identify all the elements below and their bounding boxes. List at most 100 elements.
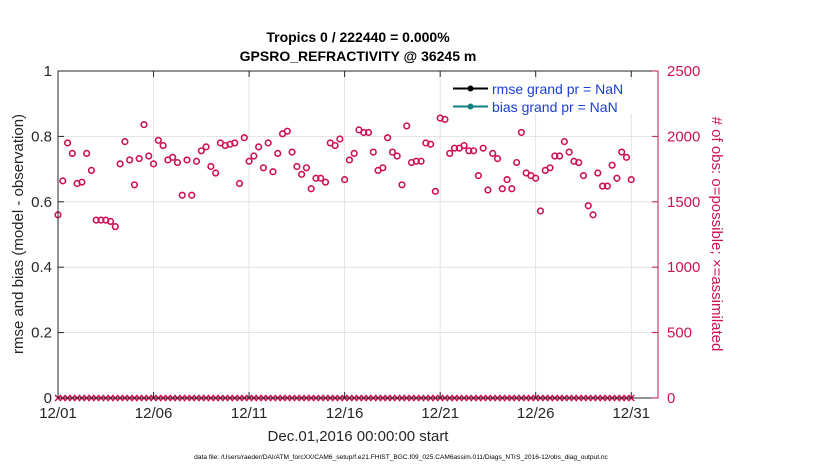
- possible-obs-point: [613, 174, 621, 182]
- possible-obs-point: [140, 121, 148, 129]
- y-tick-label-right: 2000: [667, 128, 700, 145]
- possible-obs-point: [173, 158, 182, 167]
- plot-area: [58, 71, 658, 398]
- possible-obs-point: [398, 181, 406, 189]
- possible-obs-point: [288, 148, 296, 156]
- possible-obs-point: [598, 182, 607, 190]
- x-tick-label: 12/31: [612, 405, 650, 422]
- possible-obs-point: [441, 115, 449, 123]
- data-points: [54, 114, 635, 231]
- possible-obs-point: [240, 134, 248, 142]
- possible-obs-point: [412, 157, 420, 165]
- x-axis-label: Dec.01,2016 00:00:00 start: [268, 428, 450, 445]
- possible-obs-point: [427, 140, 435, 148]
- possible-obs-point: [245, 157, 253, 165]
- possible-obs-point: [369, 148, 377, 156]
- possible-obs-point: [489, 149, 497, 158]
- possible-obs-point: [63, 139, 72, 147]
- legend: rmse grand pr = NaN bias grand pr = NaN: [448, 80, 644, 115]
- axes: 12/01 12/06 12/11 12/16 12/21 12/26 12/31 0 0.2 0…: [31, 63, 700, 422]
- possible-obs-point: [202, 143, 210, 151]
- possible-obs-point: [536, 207, 545, 215]
- possible-obs-point: [92, 216, 100, 224]
- possible-obs-point: [484, 186, 492, 194]
- y-axis-label-left: rmse and bias (model - observation): [10, 114, 27, 354]
- possible-obs-point: [384, 134, 392, 142]
- possible-obs-point: [130, 181, 139, 189]
- possible-obs-point: [154, 136, 162, 144]
- y-tick-label-right: 0: [667, 390, 675, 407]
- possible-obs-point: [465, 147, 473, 155]
- y-tick-label-right: 500: [667, 325, 692, 342]
- possible-obs-point: [259, 164, 268, 172]
- possible-obs-point: [178, 191, 186, 199]
- possible-obs-point: [360, 128, 368, 137]
- possible-obs-point: [149, 160, 158, 168]
- possible-obs-point: [431, 187, 439, 195]
- possible-obs-point: [403, 122, 411, 130]
- possible-obs-point: [317, 174, 325, 182]
- possible-obs-point: [269, 168, 277, 176]
- possible-obs-point: [584, 202, 592, 210]
- possible-obs-point: [388, 148, 396, 156]
- possible-obs-point: [450, 144, 459, 152]
- possible-obs-point: [231, 139, 239, 147]
- possible-obs-point: [517, 128, 525, 137]
- possible-obs-point: [575, 158, 583, 167]
- possible-obs-point: [307, 185, 315, 193]
- possible-obs-point: [551, 152, 559, 160]
- possible-obs-point: [183, 156, 191, 164]
- possible-obs-point: [135, 155, 143, 163]
- possible-obs-point: [618, 148, 626, 156]
- possible-obs-point: [331, 141, 339, 150]
- possible-obs-point: [579, 172, 588, 180]
- possible-obs-point: [59, 177, 67, 185]
- possible-obs-point: [498, 185, 506, 193]
- y-axis-label-right: # of obs: o=possible; ×=assimilated: [708, 117, 725, 352]
- y-tick-label-left: 0.4: [31, 259, 52, 276]
- possible-obs-point: [235, 179, 244, 188]
- possible-obs-point: [364, 128, 373, 137]
- possible-obs-point: [417, 157, 425, 165]
- legend-bias-marker: [467, 103, 474, 110]
- legend-rmse-label: rmse grand pr = NaN: [492, 81, 623, 97]
- possible-obs-point: [274, 149, 282, 158]
- possible-obs-point: [589, 211, 597, 219]
- possible-obs-point: [341, 175, 349, 184]
- x-tick-label: 12/26: [517, 405, 555, 422]
- possible-obs-point: [312, 174, 320, 182]
- possible-obs-point: [627, 175, 635, 184]
- possible-obs-point: [169, 153, 177, 161]
- possible-obs-point: [255, 143, 263, 151]
- y-tick-label-right: 1000: [667, 259, 700, 276]
- y-tick-label-right: 1500: [667, 194, 700, 211]
- possible-obs-point: [345, 156, 354, 164]
- y-tick-label-left: 0.2: [31, 325, 52, 342]
- possible-obs-point: [116, 160, 124, 168]
- possible-obs-point: [250, 152, 258, 160]
- possible-obs-point: [512, 158, 521, 167]
- possible-obs-point: [379, 164, 387, 172]
- y-tick-label-left: 0.6: [31, 194, 52, 211]
- x-tick-label: 12/01: [39, 405, 77, 422]
- possible-obs-point: [78, 178, 86, 186]
- legend-box: [448, 80, 644, 114]
- possible-obs-point: [264, 139, 272, 147]
- possible-obs-point: [111, 223, 119, 231]
- possible-obs-point: [145, 152, 153, 160]
- possible-obs-point: [121, 138, 129, 146]
- possible-obs-point: [546, 164, 554, 172]
- possible-obs-point: [87, 166, 96, 175]
- possible-obs-point: [350, 149, 358, 158]
- chart-subtitle: GPSRO_REFRACTIVITY @ 36245 m: [240, 48, 477, 64]
- possible-obs-point: [68, 149, 76, 158]
- possible-obs-point: [532, 174, 540, 182]
- possible-obs-point: [192, 157, 201, 165]
- possible-obs-point: [298, 170, 306, 178]
- possible-obs-point: [503, 175, 511, 184]
- legend-rmse-marker: [467, 85, 474, 92]
- possible-obs-point: [565, 148, 573, 156]
- possible-obs-point: [197, 147, 205, 155]
- possible-obs-point: [321, 178, 330, 186]
